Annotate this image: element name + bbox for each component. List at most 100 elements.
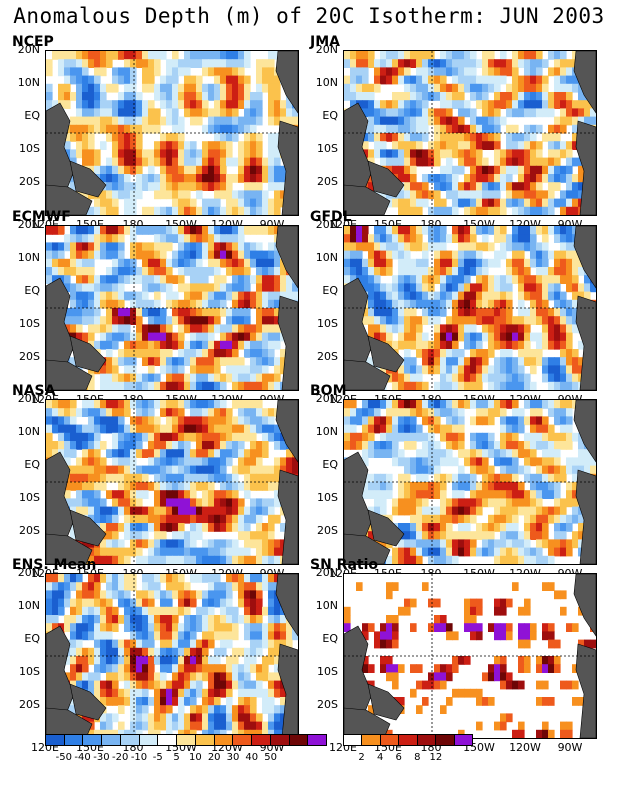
- colorbar-label: 4: [376, 752, 384, 763]
- figure-title: Anomalous Depth (m) of 20C Isotherm: JUN…: [13, 4, 605, 28]
- latitude-label: 20S: [317, 524, 338, 537]
- map-plot-area: [45, 573, 299, 739]
- map-plot-area: [343, 573, 597, 739]
- latitude-label: 10S: [317, 665, 338, 678]
- latitude-label: 10S: [19, 491, 40, 504]
- latitude-label: EQ: [24, 632, 40, 645]
- latitude-label: EQ: [322, 284, 338, 297]
- latitude-label: 20N: [315, 43, 338, 56]
- latitude-label: 20N: [315, 566, 338, 579]
- anomaly-field: [46, 226, 298, 390]
- latitude-label: 10S: [317, 142, 338, 155]
- panel-title: NASA: [12, 383, 56, 399]
- colorbar-label: 5: [173, 752, 180, 763]
- map-panel: ECMWF20N10NEQ10S20S120E150E180150W120W90…: [0, 209, 300, 406]
- longitude-label: 90W: [557, 741, 583, 754]
- latitude-label: EQ: [24, 458, 40, 471]
- anomaly-field: [344, 574, 596, 738]
- anomaly-field: [46, 51, 298, 215]
- map-panel: JMA20N10NEQ10S20S120E150E180150W120W90W: [298, 34, 598, 231]
- colorbar-swatch: [270, 735, 290, 745]
- colorbar-label: 10: [189, 752, 202, 763]
- colorbar-label: 50: [264, 752, 277, 763]
- colorbar-label: -50: [55, 752, 72, 763]
- latitude-label: 10N: [315, 76, 338, 89]
- latitude-label: 20S: [19, 524, 40, 537]
- colorbar-swatch: [399, 735, 418, 745]
- panel-title: NCEP: [12, 34, 54, 50]
- latitude-label: 10S: [317, 317, 338, 330]
- latitude-label: 10N: [17, 251, 40, 264]
- colorbar-swatch: [83, 735, 103, 745]
- colorbar-label: -5: [152, 752, 163, 763]
- latitude-label: 20N: [17, 566, 40, 579]
- longitude-label: 120W: [509, 741, 541, 754]
- panel-title: GFDL: [310, 209, 352, 225]
- colorbar-label: 6: [395, 752, 402, 763]
- map-plot-area: [45, 399, 299, 565]
- anomaly-field: [46, 574, 298, 738]
- anomaly-field: [46, 400, 298, 564]
- latitude-label: 10N: [315, 599, 338, 612]
- colorbar-label: 20: [207, 752, 221, 763]
- colorbar-swatch: [46, 735, 65, 745]
- colorbar-swatch: [102, 735, 121, 745]
- latitude-label: 10S: [19, 142, 40, 155]
- latitude-label: 20N: [17, 392, 40, 405]
- snr-colorbar: [343, 734, 473, 746]
- colorbar-swatch: [380, 735, 400, 745]
- latitude-label: 20S: [19, 350, 40, 363]
- latitude-label: EQ: [24, 284, 40, 297]
- map-panel: NASA20N10NEQ10S20S120E150E180150W120W90W: [0, 383, 300, 580]
- colorbar-swatch: [64, 735, 84, 745]
- map-panel: SN Ratio 20N 10N EQ 10S 20S 120E 150E 180 150W 120…: [298, 557, 598, 754]
- panel-title: SN Ratio: [310, 557, 379, 573]
- latitude-label: 20S: [19, 175, 40, 188]
- latitude-label: 20N: [17, 43, 40, 56]
- anomaly-colorbar: [45, 734, 327, 746]
- anomaly-field: [344, 51, 596, 215]
- latitude-label: 10N: [17, 599, 40, 612]
- latitude-label: EQ: [24, 109, 40, 122]
- latitude-label: 10N: [17, 76, 40, 89]
- map-plot-area: [343, 50, 597, 216]
- colorbar-label: 40: [245, 752, 259, 763]
- colorbar-swatch: [214, 735, 234, 745]
- anomaly-field: [344, 400, 596, 564]
- latitude-label: 20S: [317, 350, 338, 363]
- panel-title: BOM: [310, 383, 347, 399]
- colorbar-swatch: [362, 735, 381, 745]
- map-panel: GFDL20N10NEQ10S20S120E150E180150W120W90W: [298, 209, 598, 406]
- colorbar-label: 12: [429, 752, 443, 763]
- colorbar-swatch: [139, 735, 159, 745]
- latitude-label: EQ: [322, 109, 338, 122]
- map-plot-area: [343, 399, 597, 565]
- latitude-label: 20S: [317, 698, 338, 711]
- map-plot-area: [45, 225, 299, 391]
- colorbar-swatch: [120, 735, 140, 745]
- colorbar-swatch: [233, 735, 253, 745]
- latitude-label: 20N: [17, 218, 40, 231]
- colorbar-label: 30: [226, 752, 240, 763]
- map-panel: BOM20N10NEQ10S20S120E150E180150W120W90W: [298, 383, 598, 580]
- latitude-label: 20S: [19, 698, 40, 711]
- colorbar-label: -20: [112, 752, 129, 763]
- colorbar-swatch: [436, 735, 455, 745]
- colorbar-label: -10: [130, 752, 148, 763]
- latitude-label: 10S: [19, 665, 40, 678]
- latitude-label: 10S: [19, 317, 40, 330]
- colorbar-label: 2: [358, 752, 365, 763]
- panel-title: ECMWF: [12, 209, 71, 225]
- latitude-label: 10S: [317, 491, 338, 504]
- latitude-label: 10N: [315, 425, 338, 438]
- latitude-label: EQ: [322, 458, 338, 471]
- map-plot-area: [45, 50, 299, 216]
- colorbar-swatch: [344, 735, 363, 745]
- colorbar-swatch: [417, 735, 437, 745]
- colorbar-swatch: [454, 735, 472, 745]
- colorbar-swatch: [308, 735, 327, 745]
- anomaly-field: [344, 226, 596, 390]
- colorbar-label: 8: [414, 752, 421, 763]
- latitude-label: 10N: [17, 425, 40, 438]
- colorbar-swatch: [177, 735, 196, 745]
